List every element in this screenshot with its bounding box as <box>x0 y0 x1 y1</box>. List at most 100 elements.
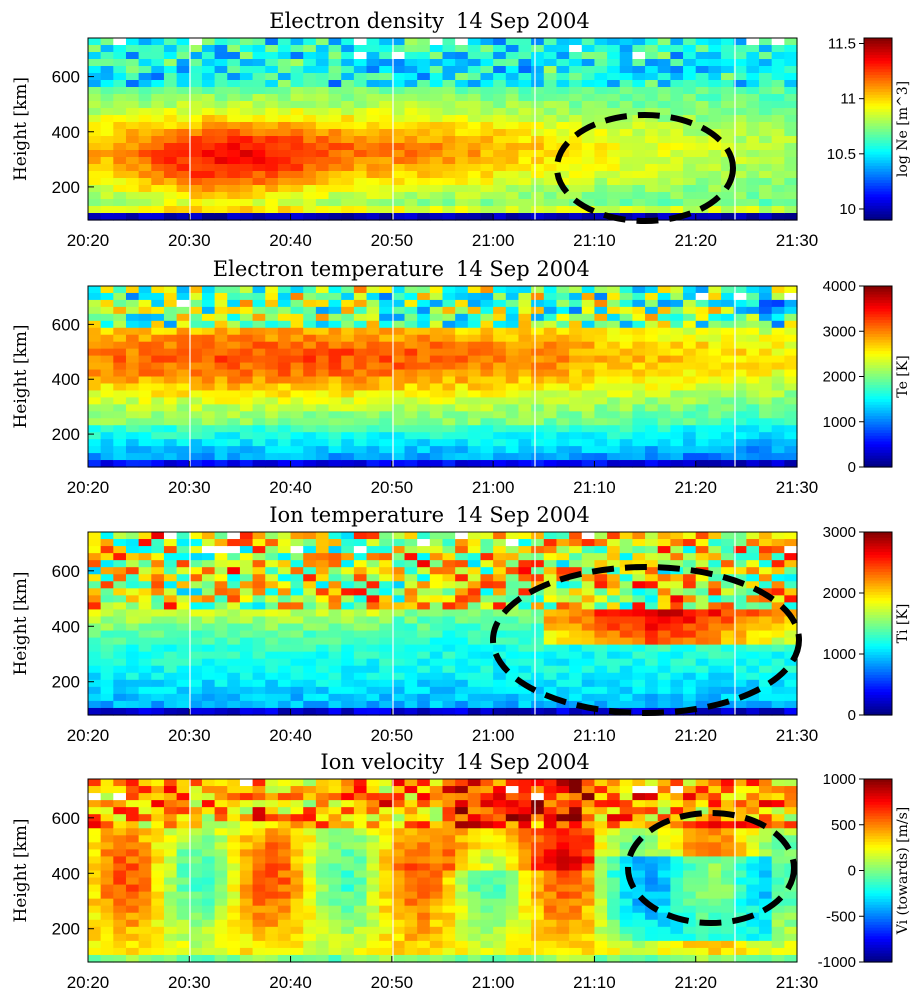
heatmap-cell <box>138 286 152 294</box>
heatmap-cell <box>632 66 646 74</box>
heatmap-cell <box>100 178 114 186</box>
heatmap-cell <box>695 45 709 53</box>
heatmap-cell <box>467 213 482 221</box>
heatmap-cell <box>239 707 254 716</box>
heatmap-cell <box>493 539 507 547</box>
heatmap-cell <box>505 362 520 371</box>
heatmap-cell <box>429 679 444 688</box>
heatmap-cell <box>771 369 785 378</box>
heatmap-cell <box>366 286 380 294</box>
heatmap-cell <box>201 891 216 900</box>
heatmap-cell <box>480 453 494 461</box>
heatmap-cell <box>733 306 747 315</box>
heatmap-cell <box>746 136 760 144</box>
heatmap-cell <box>493 411 507 419</box>
heatmap-cell <box>138 425 152 433</box>
heatmap-cell <box>341 439 355 447</box>
heatmap-cell <box>657 567 671 575</box>
heatmap-cell <box>239 637 254 646</box>
heatmap-cell <box>404 411 418 419</box>
heatmap-cell <box>493 164 507 172</box>
heatmap-cell <box>163 856 178 865</box>
heatmap-cell <box>328 546 342 554</box>
heatmap-cell <box>341 686 355 695</box>
heatmap-cell <box>163 630 178 639</box>
heatmap-cell <box>138 637 152 646</box>
heatmap-cell <box>379 306 393 315</box>
heatmap-cell <box>594 185 608 193</box>
heatmap-cell <box>151 856 165 865</box>
heatmap-cell <box>442 602 456 611</box>
colorbar-segment <box>864 534 892 539</box>
colorbar-segment <box>864 117 892 122</box>
heatmap-cell <box>505 143 520 151</box>
heatmap-cell <box>607 574 621 582</box>
heatmap-cell <box>100 129 114 137</box>
heatmap-cell <box>125 849 140 858</box>
heatmap-cell <box>632 644 646 653</box>
heatmap-cell <box>252 199 266 207</box>
heatmap-cell <box>771 157 785 165</box>
heatmap-cell <box>645 341 659 350</box>
heatmap-cell <box>265 185 279 193</box>
heatmap-cell <box>290 206 304 214</box>
heatmap-cell <box>771 143 785 151</box>
heatmap-cell <box>252 59 266 67</box>
heatmap-cell <box>581 602 596 611</box>
heatmap-cell <box>619 369 634 378</box>
heatmap-cell <box>632 171 646 179</box>
heatmap-cell <box>315 574 330 582</box>
heatmap-cell <box>619 299 634 308</box>
heatmap-cell <box>632 432 646 440</box>
colorbar-segment <box>864 654 892 659</box>
heatmap-cell <box>113 418 127 426</box>
heatmap-cell <box>556 616 570 625</box>
heatmap-cell <box>151 439 165 447</box>
heatmap-cell <box>619 539 634 547</box>
heatmap-cell <box>543 616 558 625</box>
heatmap-cell <box>227 185 241 193</box>
heatmap-cell <box>455 637 469 646</box>
heatmap-cell <box>721 38 735 46</box>
heatmap-cell <box>113 164 127 172</box>
heatmap-cell <box>683 101 697 109</box>
heatmap-cell <box>784 446 798 454</box>
heatmap-cell <box>88 439 102 447</box>
heatmap-cell <box>176 574 190 582</box>
heatmap-cell <box>645 320 659 329</box>
heatmap-cell <box>189 94 203 102</box>
heatmap-cell <box>721 52 735 60</box>
heatmap-cell <box>493 644 507 653</box>
heatmap-cell <box>227 122 241 130</box>
heatmap-cell <box>695 87 709 95</box>
heatmap-cell <box>607 52 621 60</box>
heatmap-cell <box>670 425 684 433</box>
heatmap-cell <box>315 581 330 589</box>
heatmap-cell <box>594 700 608 709</box>
heatmap-cell <box>290 425 304 433</box>
heatmap-cell <box>455 185 469 193</box>
heatmap-cell <box>100 313 114 322</box>
heatmap-cell <box>493 707 507 716</box>
heatmap-cell <box>366 418 380 426</box>
heatmap-cell <box>328 52 342 60</box>
heatmap-cell <box>645 553 659 561</box>
heatmap-cell <box>607 66 621 74</box>
heatmap-cell <box>290 362 304 371</box>
heatmap-cell <box>391 206 406 214</box>
heatmap-cell <box>759 185 773 193</box>
heatmap-cell <box>594 292 608 301</box>
heatmap-cell <box>771 460 785 468</box>
heatmap-cell <box>315 171 330 179</box>
heatmap-cell <box>733 595 747 603</box>
heatmap-cell <box>239 411 254 419</box>
heatmap-cell <box>151 397 165 405</box>
colorbar-segment <box>864 294 892 298</box>
heatmap-cell <box>315 306 330 315</box>
heatmap-cell <box>125 616 140 625</box>
heatmap-cell <box>442 206 456 214</box>
heatmap-cell <box>505 453 520 461</box>
heatmap-cell <box>683 581 697 589</box>
heatmap-cell <box>670 136 684 144</box>
heatmap-cell <box>265 292 279 301</box>
